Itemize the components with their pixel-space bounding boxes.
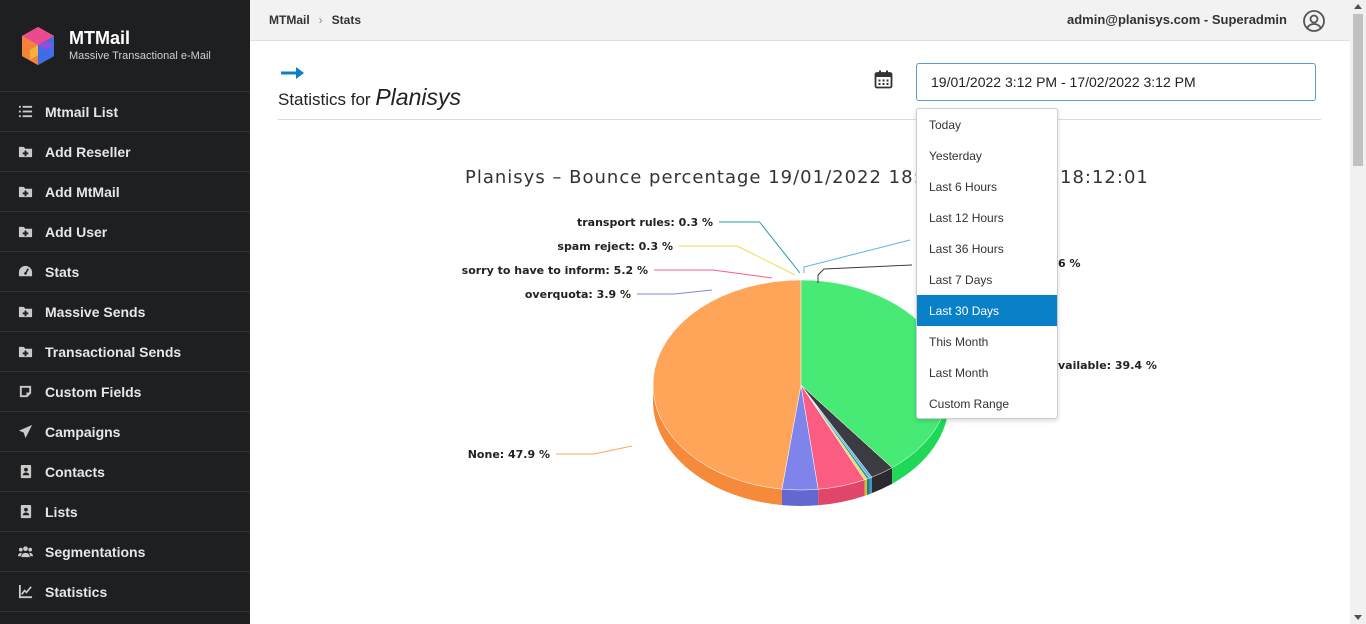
pie-data-label: sorry to have to inform: 5.2 %: [462, 264, 648, 277]
sidebar-item-label: Add User: [45, 223, 108, 240]
folder-plus-icon: [17, 344, 33, 360]
user-circle-icon[interactable]: [1302, 9, 1326, 33]
line-chart-icon: [17, 584, 33, 600]
users-icon: [17, 544, 33, 560]
address-book-icon: [17, 504, 33, 520]
arrow-right-icon[interactable]: [280, 64, 306, 82]
range-option-yesterday[interactable]: Yesterday: [929, 148, 982, 163]
breadcrumb-root[interactable]: MTMail: [269, 13, 310, 27]
title-divider: [278, 119, 1321, 120]
app-name: MTMail: [69, 27, 130, 48]
sidebar-item-label: Segmentations: [45, 543, 146, 560]
pie-slice-side: [871, 467, 893, 494]
sidebar-item-label: Add MtMail: [45, 183, 120, 200]
sidebar-item-lists[interactable]: Lists: [0, 492, 250, 532]
pie-slice-side: [869, 477, 872, 495]
pie-data-label: 6 %: [1058, 257, 1081, 270]
pie-slice-side: [781, 489, 819, 506]
gauge-icon: [17, 264, 33, 280]
pie-connector-line: [654, 269, 773, 279]
pie-connector-line: [679, 245, 796, 276]
breadcrumb-current: Stats: [331, 13, 362, 27]
sidebar-item-stats[interactable]: Stats: [0, 252, 250, 292]
pie-slice-side: [867, 478, 870, 495]
chart-title-right: 18:12:01: [1060, 167, 1149, 188]
range-option-this-month[interactable]: This Month: [929, 334, 989, 349]
sidebar-item-label: Mtmail List: [45, 103, 119, 120]
pie-slice-side: [653, 385, 782, 506]
paper-plane-icon: [17, 424, 33, 440]
sidebar-item-transactional-sends[interactable]: Transactional Sends: [0, 332, 250, 372]
pie-data-label: spam reject: 0.3 %: [557, 240, 673, 253]
pie-data-label: None: 47.9 %: [468, 448, 550, 461]
sidebar-item-statistics[interactable]: Statistics: [0, 572, 250, 612]
folder-plus-icon: [17, 224, 33, 240]
range-option-today[interactable]: Today: [929, 117, 962, 132]
bounce-pie-chart: Planisys – Bounce percentage 19/01/2022 …: [400, 150, 1300, 550]
sidebar-item-segmentations[interactable]: Segmentations: [0, 532, 250, 572]
chart-title-left: Planisys – Bounce percentage 19/01/2022 …: [465, 167, 965, 188]
topbar: MTMail › Stats admin@planisys.com - Supe…: [250, 0, 1350, 41]
date-range-menu: Today Yesterday Last 6 Hours Last 12 Hou…: [916, 108, 1058, 419]
list-icon: [17, 104, 33, 120]
range-option-last-month[interactable]: Last Month: [929, 365, 989, 380]
scroll-down-arrow-icon[interactable]: [1354, 615, 1362, 620]
folder-plus-icon: [17, 184, 33, 200]
range-option-last-36-hours[interactable]: Last 36 Hours: [929, 241, 1004, 256]
date-range-input[interactable]: [916, 63, 1316, 101]
app-subtitle: Massive Transactional e-Mail: [69, 49, 211, 62]
address-book-icon: [17, 464, 33, 480]
range-option-last-30-days[interactable]: Last 30 Days: [917, 295, 1057, 326]
range-option-last-12-hours[interactable]: Last 12 Hours: [929, 210, 1004, 225]
pie-connector-line: [719, 221, 801, 274]
sidebar-item-label: Custom Fields: [45, 383, 142, 400]
sidebar-item-custom-fields[interactable]: Custom Fields: [0, 372, 250, 412]
pie-chart-svg: Planisys – Bounce percentage 19/01/2022 …: [462, 167, 1157, 506]
pie-slice-side: [818, 479, 865, 506]
sidebar-item-label: Massive Sends: [45, 303, 146, 320]
sidebar-item-label: Stats: [45, 263, 80, 280]
pie-data-label: transport rules: 0.3 %: [577, 216, 713, 229]
sidebar-item-massive-sends[interactable]: Massive Sends: [0, 292, 250, 332]
sidebar-item-mtmail-list[interactable]: Mtmail List: [0, 92, 250, 132]
pie-data-label: vailable: 39.4 %: [1058, 359, 1157, 372]
sidebar-item-label: Lists: [45, 503, 78, 520]
user-label[interactable]: admin@planisys.com - Superadmin: [1066, 12, 1287, 27]
sidebar-item-label: Campaigns: [45, 423, 121, 440]
page-title-prefix: Statistics for: [278, 90, 371, 109]
pie-connector-line: [817, 264, 913, 283]
pie-connector-line: [803, 239, 911, 273]
sidebar-item-label: Contacts: [45, 463, 105, 480]
pie-connector-line: [556, 445, 633, 455]
sidebar-item-add-mtmail[interactable]: Add MtMail: [0, 172, 250, 212]
pie-data-label: overquota: 3.9 %: [525, 288, 631, 301]
sidebar-item-contacts[interactable]: Contacts: [0, 452, 250, 492]
pie-slice-side: [864, 478, 868, 496]
brand[interactable]: MTMail Massive Transactional e-Mail: [0, 0, 250, 92]
folder-plus-icon: [17, 304, 33, 320]
calendar-icon[interactable]: [874, 70, 893, 89]
sidebar-item-label: Transactional Sends: [45, 343, 182, 360]
sidebar-item-label: Add Reseller: [45, 143, 131, 160]
scroll-up-arrow-icon[interactable]: [1354, 4, 1362, 9]
range-option-last-6-hours[interactable]: Last 6 Hours: [929, 179, 998, 194]
range-option-custom-range[interactable]: Custom Range: [929, 396, 1010, 411]
breadcrumb-chevron-icon: ›: [318, 13, 323, 27]
sidebar-item-add-user[interactable]: Add User: [0, 212, 250, 252]
note-icon: [17, 384, 33, 400]
sidebar-item-label: Statistics: [45, 583, 108, 600]
pie-slice[interactable]: [652, 279, 802, 490]
mtmail-logo-icon: [22, 26, 54, 65]
range-option-last-7-days[interactable]: Last 7 Days: [929, 272, 993, 287]
sidebar: MTMail Massive Transactional e-Mail Mtma…: [0, 0, 250, 624]
page-title: Statistics for Planisys: [278, 84, 461, 111]
folder-plus-icon: [17, 144, 33, 160]
page-scrollbar[interactable]: [1350, 0, 1366, 624]
sidebar-item-add-reseller[interactable]: Add Reseller: [0, 132, 250, 172]
scroll-thumb[interactable]: [1353, 14, 1363, 166]
page-title-name: Planisys: [375, 84, 461, 110]
sidebar-item-campaigns[interactable]: Campaigns: [0, 412, 250, 452]
pie-connector-line: [637, 289, 713, 295]
